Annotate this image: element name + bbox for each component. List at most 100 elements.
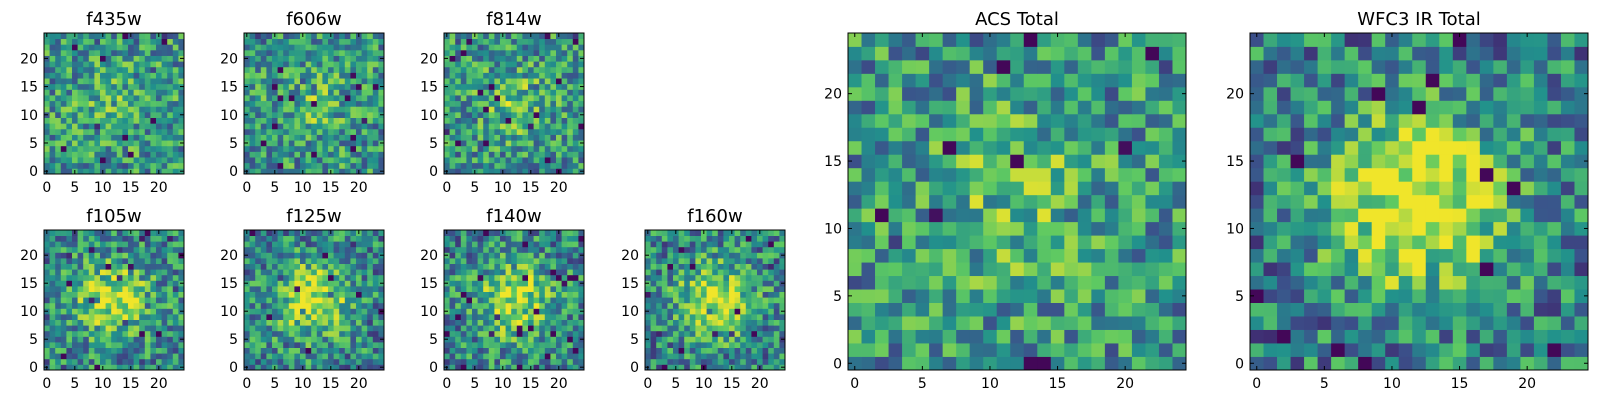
heatmap-cell — [255, 117, 262, 124]
heatmap-cell — [516, 336, 523, 343]
heatmap-cell — [172, 168, 179, 175]
x-tick-label: 0 — [442, 180, 451, 196]
heatmap-cell — [161, 95, 168, 102]
heatmap-cell — [361, 100, 368, 107]
heatmap-cell — [111, 330, 118, 337]
heatmap-cell — [361, 291, 368, 298]
heatmap-cell — [757, 246, 763, 253]
heatmap-cell — [460, 33, 467, 40]
heatmap-cell — [311, 308, 318, 315]
heatmap-cell — [372, 314, 379, 320]
heatmap-cell — [44, 263, 50, 270]
heatmap-cell — [902, 235, 916, 250]
axes-frame — [243, 229, 385, 371]
heatmap-cell — [139, 291, 146, 298]
heatmap-cell — [167, 123, 174, 130]
heatmap-cell — [500, 258, 506, 264]
heatmap-cell — [150, 286, 157, 292]
heatmap-cell — [105, 274, 112, 281]
heatmap-cell — [105, 364, 112, 371]
heatmap-cell — [656, 274, 663, 281]
y-tick-label: 20 — [220, 248, 238, 264]
heatmap-cell — [367, 291, 374, 298]
heatmap-cell — [572, 111, 579, 118]
heatmap-cell — [344, 302, 351, 309]
heatmap-cell — [294, 140, 301, 147]
heatmap-cell — [172, 106, 179, 113]
heatmap-cell — [372, 49, 379, 56]
heatmap-cell — [477, 140, 484, 147]
heatmap-cell — [1158, 343, 1173, 357]
heatmap-cell — [328, 308, 334, 315]
heatmap-cell — [656, 342, 663, 348]
heatmap-cell — [762, 291, 769, 298]
heatmap-cell — [172, 297, 179, 304]
heatmap-cell — [522, 78, 529, 85]
heatmap-cell — [316, 145, 323, 152]
heatmap-cell — [260, 314, 267, 320]
heatmap-cell — [773, 364, 780, 371]
heatmap-cell — [49, 286, 56, 292]
heatmap-cell — [539, 286, 546, 292]
heatmap-cell — [316, 168, 323, 175]
heatmap-cell — [500, 66, 506, 73]
heatmap-cell — [678, 347, 685, 354]
heatmap-cell — [483, 263, 490, 270]
heatmap-cell — [1037, 194, 1052, 209]
heatmap-cell — [539, 325, 546, 332]
heatmap-cell — [449, 106, 456, 113]
heatmap-cell — [333, 291, 340, 298]
heatmap-cell — [339, 162, 346, 169]
heatmap-cell — [316, 157, 323, 164]
heatmap-cell — [483, 274, 490, 281]
heatmap-cell — [94, 145, 101, 152]
heatmap-cell — [1010, 208, 1025, 223]
heatmap-cell — [94, 319, 101, 326]
heatmap-cell — [294, 157, 301, 164]
heatmap-cell — [861, 356, 876, 371]
heatmap-cell — [288, 336, 295, 343]
heatmap-cell — [105, 235, 112, 242]
heatmap-cell — [367, 258, 374, 264]
heatmap-cell — [277, 145, 284, 152]
heatmap-cell — [929, 235, 944, 250]
heatmap-cell — [449, 269, 456, 276]
heatmap-cell — [55, 347, 62, 354]
heatmap-cell — [578, 117, 585, 124]
heatmap-cell — [472, 314, 478, 320]
heatmap-cell — [500, 336, 506, 343]
heatmap-cell — [460, 319, 467, 326]
heatmap-cell — [444, 347, 450, 354]
heatmap-cell — [277, 168, 284, 175]
heatmap-cell — [105, 72, 112, 79]
heatmap-cell — [255, 347, 262, 354]
heatmap-cell — [83, 157, 90, 164]
heatmap-cell — [305, 319, 312, 326]
heatmap-cell — [244, 117, 250, 124]
heatmap-cell — [500, 44, 506, 51]
heatmap-cell — [572, 61, 579, 68]
heatmap-cell — [667, 291, 674, 298]
heatmap-cell — [316, 252, 323, 259]
heatmap-cell — [172, 89, 179, 96]
heatmap-cell — [105, 241, 112, 248]
heatmap-cell — [1104, 167, 1119, 182]
heatmap-cell — [322, 336, 329, 343]
heatmap-cell — [488, 33, 495, 40]
heatmap-cell — [133, 246, 140, 253]
heatmap-cell — [249, 111, 256, 118]
heatmap-cell — [477, 258, 484, 264]
heatmap-cell — [550, 134, 557, 141]
heatmap-cell — [150, 89, 157, 96]
heatmap-cell — [311, 44, 318, 51]
heatmap-cell — [768, 235, 775, 242]
heatmap-cell — [316, 55, 323, 62]
heatmap-cell — [455, 123, 462, 130]
heatmap-cell — [650, 342, 657, 348]
heatmap-cell — [550, 162, 557, 169]
heatmap-cell — [1172, 329, 1187, 344]
heatmap-cell — [266, 258, 273, 264]
heatmap-cell — [673, 252, 679, 259]
heatmap-cell — [488, 151, 495, 158]
heatmap-cell — [556, 286, 562, 292]
